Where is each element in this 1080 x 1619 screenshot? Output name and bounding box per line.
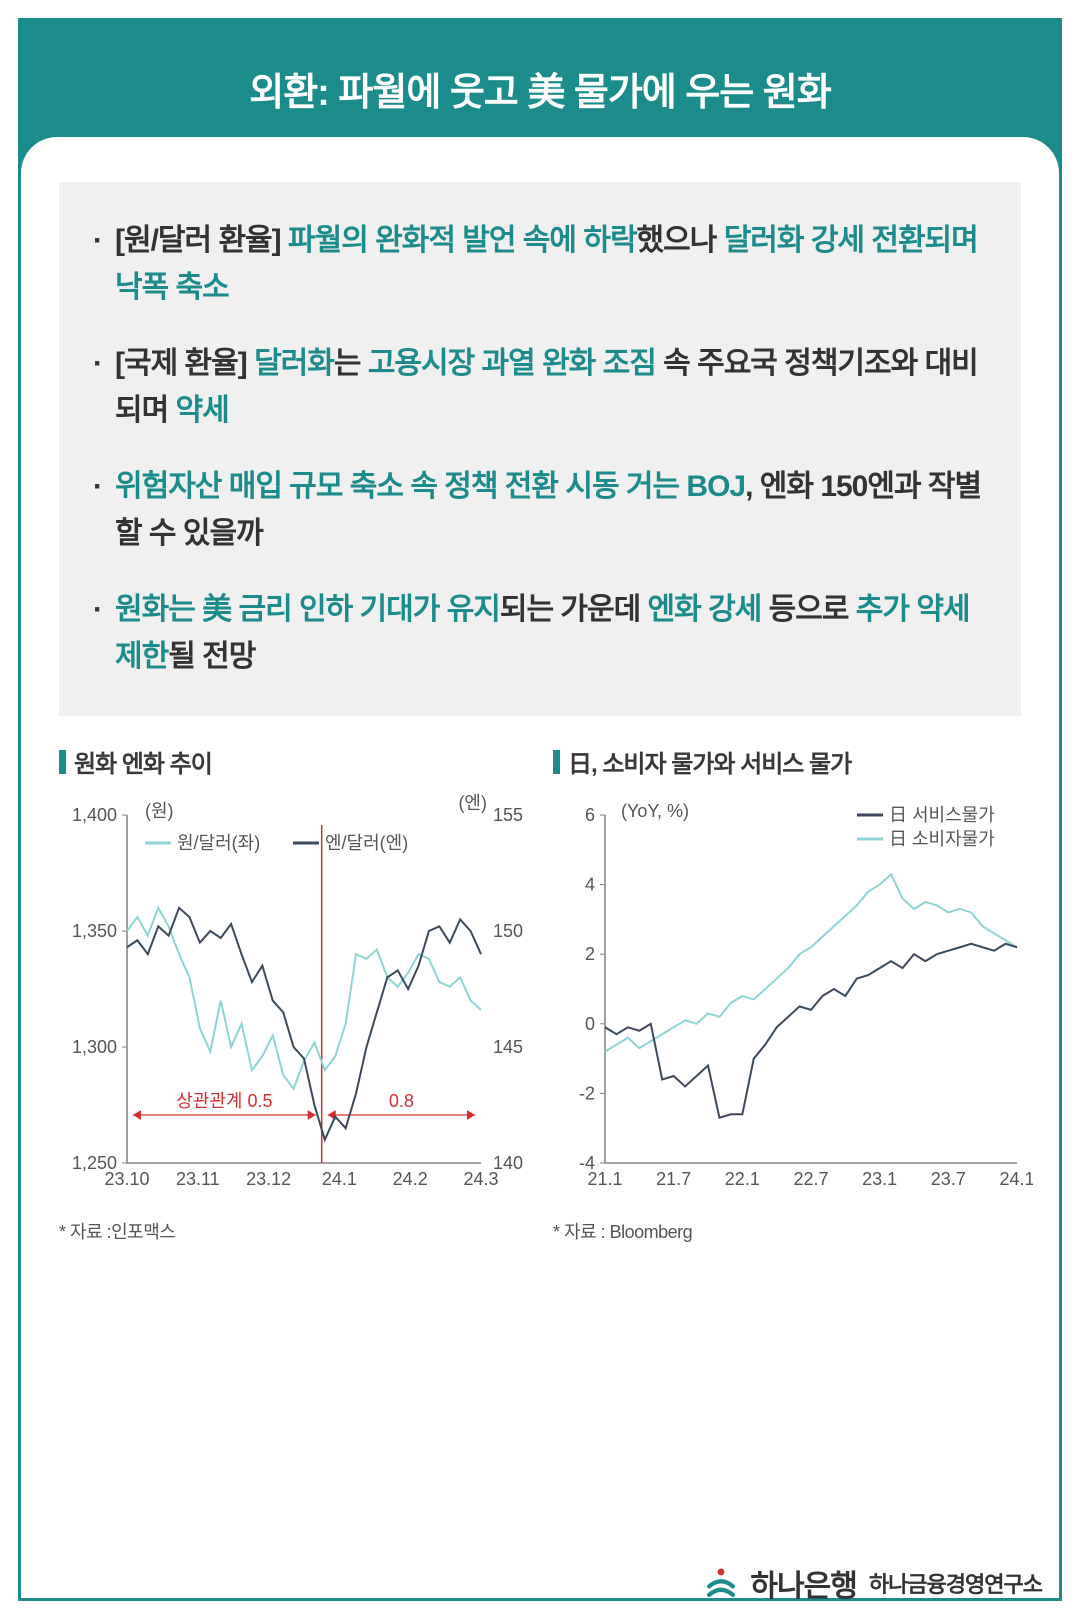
chart2-svg-wrap: -4-2024621.121.722.122.723.123.724.1(YoY… <box>553 785 1033 1210</box>
chart2-title: 日, 소비자 물가와 서비스 물가 <box>553 744 1033 779</box>
svg-text:1,400: 1,400 <box>72 805 117 825</box>
bullet-4: 원화는 美 금리 인하 기대가 유지되는 가운데 엔화 강세 등으로 추가 약세… <box>93 587 987 680</box>
footer: 하나은행 하나금융경영연구소 <box>704 1561 1042 1605</box>
svg-text:1,350: 1,350 <box>72 921 117 941</box>
charts-row: 원화 엔화 추이 1,2501,3001,3501,40014014515015… <box>59 744 1021 1244</box>
chart2-col: 日, 소비자 물가와 서비스 물가 -4-2024621.121.722.122… <box>553 744 1033 1244</box>
svg-text:24.3: 24.3 <box>463 1169 498 1189</box>
svg-text:23.10: 23.10 <box>104 1169 149 1189</box>
svg-text:日 서비스물가: 日 서비스물가 <box>889 805 995 825</box>
svg-text:23.7: 23.7 <box>931 1169 966 1189</box>
footer-inst: 하나금융경영연구소 <box>869 1567 1042 1599</box>
bullets-panel: [원/달러 환율] 파월의 완화적 발언 속에 하락했으나 달러화 강세 전환되… <box>59 182 1021 716</box>
chart1-title: 원화 엔화 추이 <box>59 744 539 779</box>
svg-text:24.1: 24.1 <box>322 1169 357 1189</box>
svg-text:0.8: 0.8 <box>389 1091 414 1111</box>
svg-text:1,300: 1,300 <box>72 1037 117 1057</box>
svg-text:(YoY, %): (YoY, %) <box>621 801 689 821</box>
chart1-source: * 자료 :인포맥스 <box>59 1218 539 1244</box>
svg-text:21.7: 21.7 <box>656 1169 691 1189</box>
svg-text:23.11: 23.11 <box>176 1169 220 1189</box>
chart2-svg: -4-2024621.121.722.122.723.123.724.1(YoY… <box>553 785 1033 1205</box>
svg-text:2: 2 <box>585 944 595 964</box>
svg-text:상관관계 0.5: 상관관계 0.5 <box>176 1091 272 1111</box>
svg-text:155: 155 <box>493 805 523 825</box>
svg-text:원/달러(좌): 원/달러(좌) <box>177 833 260 853</box>
hana-logo-icon <box>704 1566 738 1600</box>
chart1-svg-wrap: 1,2501,3001,3501,40014014515015523.1023.… <box>59 785 539 1210</box>
svg-text:24.2: 24.2 <box>393 1169 428 1189</box>
chart1-svg: 1,2501,3001,3501,40014014515015523.1023.… <box>59 785 539 1205</box>
svg-text:(원): (원) <box>145 801 174 821</box>
svg-text:24.1: 24.1 <box>999 1169 1033 1189</box>
page-title: 외환: 파월에 웃고 美 물가에 우는 원화 <box>249 72 830 114</box>
svg-text:22.7: 22.7 <box>793 1169 828 1189</box>
bullet-3: 위험자산 매입 규모 축소 속 정책 전환 시동 거는 BOJ, 엔화 150엔… <box>93 464 987 557</box>
svg-text:4: 4 <box>585 875 595 895</box>
svg-text:0: 0 <box>585 1014 595 1034</box>
svg-text:21.1: 21.1 <box>587 1169 622 1189</box>
svg-text:日 소비자물가: 日 소비자물가 <box>889 829 995 849</box>
svg-text:엔/달러(엔): 엔/달러(엔) <box>325 833 408 853</box>
chart2-source: * 자료 : Bloomberg <box>553 1218 1033 1244</box>
svg-text:-2: -2 <box>579 1083 595 1103</box>
svg-text:6: 6 <box>585 805 595 825</box>
svg-text:23.1: 23.1 <box>862 1169 897 1189</box>
svg-text:22.1: 22.1 <box>725 1169 760 1189</box>
bullet-1: [원/달러 환율] 파월의 완화적 발언 속에 하락했으나 달러화 강세 전환되… <box>93 218 987 311</box>
header-band: 외환: 파월에 웃고 美 물가에 우는 원화 <box>21 21 1059 172</box>
page-frame: 외환: 파월에 웃고 美 물가에 우는 원화 [원/달러 환율] 파월의 완화적… <box>18 18 1062 1601</box>
chart1-col: 원화 엔화 추이 1,2501,3001,3501,40014014515015… <box>59 744 539 1244</box>
svg-text:145: 145 <box>493 1037 523 1057</box>
svg-text:23.12: 23.12 <box>246 1169 291 1189</box>
footer-bank: 하나은행 <box>750 1561 856 1605</box>
svg-text:(엔): (엔) <box>458 793 487 813</box>
bullet-2: [국제 환율] 달러화는 고용시장 과열 완화 조짐 속 주요국 정책기조와 대… <box>93 341 987 434</box>
svg-text:150: 150 <box>493 921 523 941</box>
